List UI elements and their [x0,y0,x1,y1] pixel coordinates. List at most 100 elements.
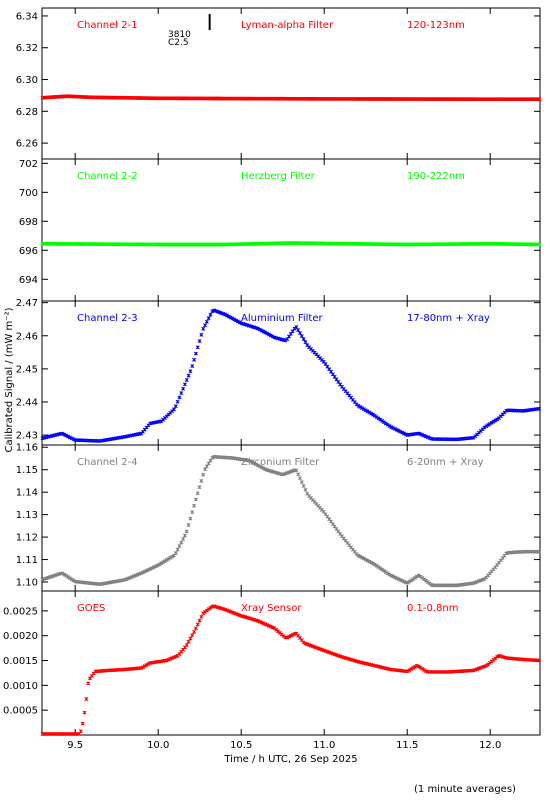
data-point [168,555,173,560]
data-point [190,633,195,638]
data-point [77,732,81,736]
data-point [86,681,91,686]
data-point [186,639,191,644]
data-point [199,478,204,483]
data-point [195,491,200,496]
y-tick-label: 6.32 [16,43,38,54]
data-point [193,351,198,356]
data-point [186,523,191,527]
data-point [301,337,306,342]
data-point [332,374,337,379]
data-point [186,373,191,378]
data-series [40,241,542,247]
data-point [173,551,178,556]
data-point [409,667,414,671]
data-point [356,403,361,408]
data-point [330,372,335,377]
data-series [40,604,542,736]
data-point [184,378,189,382]
x-axis-title: Time / h UTC, 26 Sep 2025 [223,754,357,765]
data-point [195,345,200,350]
data-point [161,560,165,565]
flare-id-annotation: 3810 [168,30,191,40]
data-point [193,626,198,631]
data-point [303,340,308,345]
data-point [537,406,542,411]
data-point [201,472,206,477]
data-point [203,467,207,472]
y-tick-label: 6.30 [16,75,38,86]
data-point [360,406,365,411]
channel-label: Channel 2-4 [77,457,138,468]
data-point [192,503,197,508]
y-tick-label: 1.16 [16,443,38,454]
channel-label: Channel 2-3 [77,313,138,324]
band-label: 190-222nm [407,171,465,182]
data-point [78,729,83,734]
data-point [323,362,328,367]
data-point [201,326,206,331]
data-point [336,379,341,384]
data-point [199,614,204,619]
filter-label: Lyman-alpha Filter [241,20,334,31]
y-tick-label: 694 [19,275,38,286]
y-tick-label: 6.26 [16,139,38,150]
data-point [193,497,198,502]
data-point [181,386,186,391]
x-tick-label: 11.0 [313,740,335,751]
band-label: 6-20nm + Xray [407,457,484,468]
data-point [303,487,308,492]
x-tick-label: 9.5 [67,740,83,751]
data-point [537,549,542,554]
data-point [296,472,301,477]
y-tick-label: 0.0015 [3,656,38,667]
band-label: 120-123nm [407,20,465,31]
y-tick-label: 2.44 [16,397,38,408]
x-tick-label: 11.5 [396,740,418,751]
data-point [192,357,197,362]
data-point [407,668,412,673]
data-point [206,461,211,466]
data-point [157,562,162,567]
data-point [82,710,87,715]
y-tick-label: 702 [19,159,38,170]
y-tick-label: 2.47 [16,298,38,309]
data-point [142,664,147,669]
data-point [327,367,332,372]
channel-label: Channel 2-1 [77,20,138,31]
panel-5: 0.0005 0.0010 0.0015 0.0020 0.0025 GOES Xray S… [3,590,542,736]
data-point [334,377,339,382]
y-tick-label: 2.46 [16,331,38,342]
filter-label: Zirconium Filter [241,457,320,468]
data-series [40,454,542,588]
data-point [166,556,171,561]
data-point [197,339,202,344]
data-point [182,382,187,387]
data-point [387,572,392,577]
data-point [299,334,304,339]
data-point [188,636,193,641]
y-tick-label: 2.45 [16,364,38,375]
data-point [188,516,193,521]
y-tick-label: 698 [19,217,38,228]
x-tick-label: 10.5 [230,740,252,751]
data-point [208,312,213,317]
channel-label: Channel 2-2 [77,171,138,182]
data-point [190,364,195,368]
y-tick-label: 1.13 [16,510,38,521]
data-point [288,331,293,336]
panel-3: 2.43 2.44 2.45 2.46 2.47 Channel 2-3 Aluminium… [16,298,542,446]
data-point [413,664,417,669]
data-point [164,558,169,562]
filter-label: Xray Sensor [241,603,302,614]
data-series [40,94,542,102]
y-tick-label: 1.14 [16,488,38,499]
data-point [197,618,202,623]
data-point [405,669,410,674]
y-tick-label: 0.0010 [3,681,38,692]
y-axis-title: Calibrated Signal / (mW m⁻²) [4,307,15,452]
data-point [177,395,182,400]
data-point [181,537,186,541]
data-point [182,533,187,538]
